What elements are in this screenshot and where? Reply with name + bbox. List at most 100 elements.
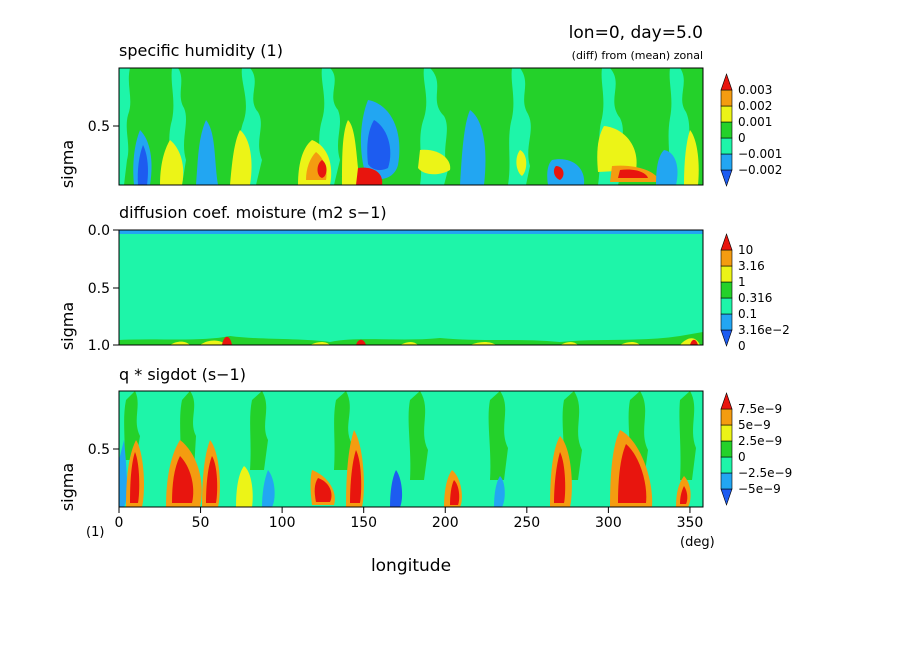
field-blob [342,120,360,185]
colorbar-swatch [720,89,733,107]
field-blob [494,476,505,507]
field-blob [262,470,275,507]
x-tick-label: 250 [513,515,540,531]
colorbar-label: 0 [738,450,746,464]
field-plume [508,68,531,185]
panel-q-sigdot: q * sigdot (s−1) [58,365,792,576]
colorbar-swatch [720,137,733,155]
field-blob [196,120,218,185]
panel-marker: (1) [86,525,104,540]
y-tick-label: 0.5 [88,119,110,135]
x-axis-label: longitude [371,556,451,576]
field-blob [160,140,184,185]
colorbar-swatch [720,169,733,187]
colorbar-swatch [720,392,733,410]
x-tick-label: 0 [115,515,124,531]
panel-specific-humidity: specific humidity (1) [58,41,782,188]
field-blob [206,456,218,503]
colorbar: 7.5e−9 5e−9 2.5e−9 0 −2.5e−9 −5e−9 [720,392,792,506]
colorbar-label: 2.5e−9 [738,434,782,448]
subtitle-text: (diff) from (mean) zonal [572,49,703,62]
colorbar: 0.003 0.002 0.001 0 −0.001 −0.002 [720,73,782,187]
y-axis-label: sigma [58,140,77,188]
field-blob [597,126,637,172]
colorbar-label: 0.316 [738,291,772,305]
field-blob [350,450,362,503]
field-plume [408,391,428,480]
x-tick-label: 100 [269,515,296,531]
x-tick-label: 300 [595,515,622,531]
colorbar-label: 10 [738,243,753,257]
colorbar-label: −0.002 [738,163,782,177]
x-axis-unit: (deg) [680,535,715,550]
colorbar-label: 1 [738,275,746,289]
field-blob [450,480,460,505]
colorbar-swatch [720,73,733,91]
y-axis-label: sigma [58,463,77,511]
field-blob [656,150,678,185]
field-plume [668,68,690,185]
field-anomaly-group [133,100,699,185]
field-blob [516,150,527,176]
field-top-band [119,230,703,234]
colorbar-swatch [720,440,733,458]
colorbar-swatch [720,265,733,283]
field-blob [680,486,688,504]
field-blob [172,456,194,503]
field-blob [553,166,564,180]
colorbar-label: 5e−9 [738,418,771,432]
colorbar-swatch [720,153,733,171]
colorbar-swatch [720,424,733,442]
colorbar-label: 7.5e−9 [738,402,782,416]
colorbar-label: 3.16e−2 [738,323,790,337]
colorbar-label: 0.002 [738,99,772,113]
colorbar-label: 0.003 [738,83,772,97]
y-tick-label: 0.0 [88,223,110,239]
colorbar-label: −2.5e−9 [738,466,792,480]
y-tick-label: 0.5 [88,281,110,297]
panel-2-title: diffusion coef. moisture (m2 s−1) [119,203,387,222]
field-plume [488,391,508,480]
x-tick-label: 150 [350,515,377,531]
field-blob [618,169,648,178]
colorbar-label: −5e−9 [738,482,781,496]
y-axis-label: sigma [58,302,77,350]
colorbar-label: −0.001 [738,147,782,161]
colorbar-swatch [720,105,733,123]
field-blob [684,130,699,185]
colorbar-swatch [720,233,733,251]
field-anomaly-group [119,430,691,507]
field-blob [460,110,486,185]
colorbar-swatch [720,249,733,267]
colorbar-swatch [720,281,733,299]
panel-1-title: specific humidity (1) [119,41,283,60]
field-blob [317,160,327,178]
field-blob [236,466,253,507]
x-tick-label: 200 [432,515,459,531]
field-blob [119,440,127,507]
field-blob [547,159,585,185]
colorbar-swatch [720,297,733,315]
colorbar-label: 0 [738,131,746,145]
field-plume [679,391,696,480]
y-tick-label: 0.5 [88,442,110,458]
colorbar-label: 0 [738,339,746,353]
colorbar-swatch [720,313,733,331]
field-blob [618,444,647,503]
field-blob [137,145,148,185]
field-plume [119,68,131,185]
field-surface-spots [170,338,700,345]
field-blob [356,167,383,185]
x-tick-label: 350 [677,515,704,531]
colorbar-swatch [720,488,733,506]
field-blob [554,452,566,503]
colorbar-swatch [720,121,733,139]
field-surface-band [119,332,703,345]
field-blob [314,478,332,502]
field-background [119,230,703,345]
field-blob [418,149,451,175]
panel-diffusion-coefficient: diffusion coef. moisture (m2 s−1) sigma … [58,203,790,354]
y-tick-label: 1.0 [88,338,110,354]
field-blob [230,130,252,185]
